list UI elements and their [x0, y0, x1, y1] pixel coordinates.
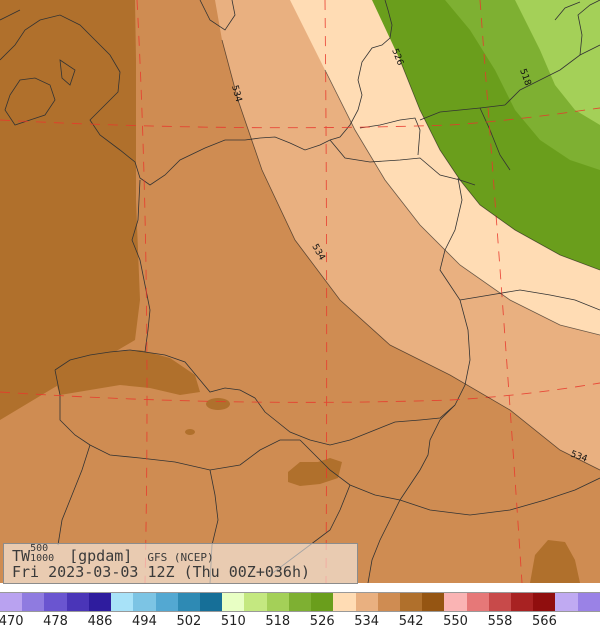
contour-lines	[221, 39, 600, 471]
field-band-494	[515, 0, 600, 125]
map-canvas: 534 534 526 518 534	[0, 0, 600, 583]
legend-label: 534	[354, 614, 380, 629]
field-blob-3	[288, 458, 342, 486]
legend-label: 478	[43, 614, 68, 629]
legend-swatch	[244, 593, 267, 611]
variable-name: TW	[12, 547, 31, 565]
legend-swatch	[288, 593, 312, 611]
legend-swatch	[44, 593, 67, 611]
contour-label-534-north: 534	[229, 84, 243, 103]
legend-swatch	[22, 593, 45, 611]
legend-swatch	[488, 593, 512, 611]
legend-swatch	[199, 593, 223, 611]
legend-label: 470	[0, 614, 24, 629]
legend-label: 486	[87, 614, 113, 629]
legend-label: 510	[220, 614, 246, 629]
color-legend: 470 478 486 494 502 510 518 526 534 542 550 558 566	[0, 592, 600, 640]
variable-header: TW 500 1000 [gpdam] GFS (NCEP)	[12, 543, 214, 565]
legend-swatch	[155, 593, 178, 611]
legend-swatch	[88, 593, 112, 611]
legend-label: 494	[132, 614, 157, 629]
legend-swatch	[111, 593, 134, 611]
legend-swatch	[533, 593, 556, 611]
legend-swatch	[377, 593, 400, 611]
legend-swatch	[511, 593, 534, 611]
legend-swatch	[66, 593, 89, 611]
legend-swatch	[133, 593, 156, 611]
legend-label: 502	[176, 614, 202, 629]
legend-swatch	[266, 593, 289, 611]
legend-swatch	[422, 593, 445, 611]
map-info-box: TW 500 1000 [gpdam] GFS (NCEP) Fri 2023-03…	[3, 543, 358, 584]
legend-label: 558	[487, 614, 513, 629]
level-top: 500	[30, 543, 49, 554]
field-blob-4	[185, 429, 195, 435]
legend-label: 518	[265, 614, 291, 629]
legend-label: 542	[398, 614, 424, 629]
valid-time: Fri 2023-03-03 12Z (Thu 00Z+036h)	[12, 563, 311, 581]
legend-label: 526	[309, 614, 335, 629]
legend-swatch	[177, 593, 200, 611]
borders	[0, 0, 600, 583]
legend-swatch	[577, 593, 600, 611]
legend-swatch	[0, 593, 23, 611]
legend-swatch	[444, 593, 467, 611]
latlon-grid	[0, 0, 600, 583]
legend-swatch	[333, 593, 356, 611]
legend-color-bar	[0, 592, 600, 612]
units-label: [gpdam]	[69, 547, 133, 565]
legend-swatch	[355, 593, 378, 611]
legend-labels: 470 478 486 494 502 510 518 526 534 542 550 558 566	[0, 614, 600, 634]
weather-map[interactable]: 534 534 526 518 534	[0, 0, 600, 583]
field-blob-5	[530, 540, 580, 583]
legend-label: 566	[532, 614, 557, 629]
field-blob-1	[55, 350, 200, 395]
legend-swatch	[555, 593, 578, 611]
model-label: GFS (NCEP)	[147, 551, 214, 564]
legend-label: 550	[443, 614, 468, 629]
legend-swatch	[466, 593, 489, 611]
legend-swatch	[399, 593, 423, 611]
field-blob-2	[206, 398, 230, 410]
level-indicator: 500 1000	[30, 543, 60, 564]
level-bottom: 1000	[30, 553, 55, 564]
legend-swatch	[222, 593, 245, 611]
legend-swatch	[311, 593, 334, 611]
